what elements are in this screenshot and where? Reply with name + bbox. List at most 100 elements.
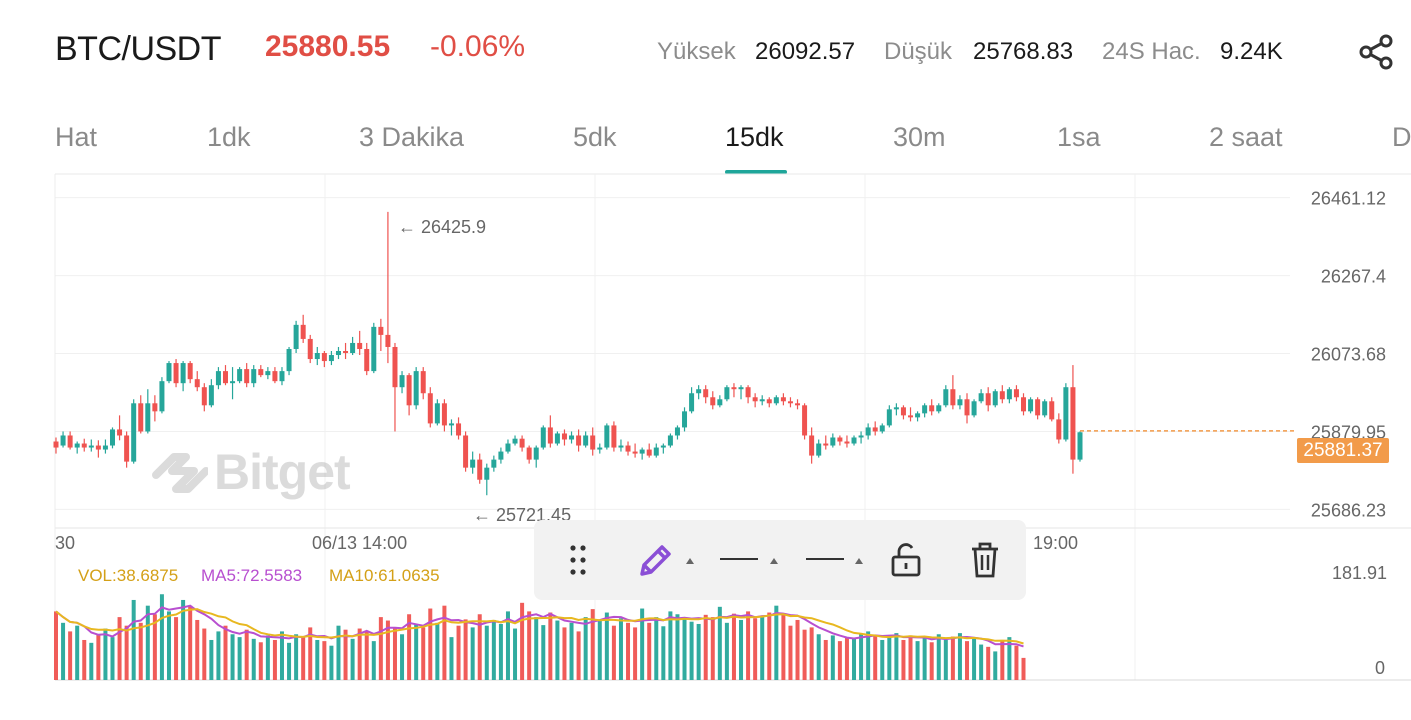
volume-bar (604, 612, 609, 680)
current-price-value: 25881.37 (1303, 440, 1383, 461)
pair-title[interactable]: BTC/USDT (55, 30, 222, 68)
candle-body (533, 447, 539, 460)
candle-body (258, 369, 264, 376)
candle-body (957, 399, 963, 406)
volume-bar (583, 617, 588, 680)
volume-bar (287, 642, 292, 680)
candle-body (300, 324, 306, 339)
line-width-selector[interactable] (720, 558, 758, 560)
volume-bar (216, 631, 221, 680)
candle-body (1077, 432, 1083, 460)
volume-bar (823, 639, 828, 680)
volume-bar (760, 617, 765, 680)
candle-body (689, 393, 695, 412)
current-price-tag[interactable]: 25881.37 (1297, 438, 1389, 463)
volume-bar (548, 612, 553, 680)
candle-body (399, 375, 405, 388)
chart-grid (54, 173, 1411, 681)
tab-2h[interactable]: 2 saat (1209, 122, 1283, 152)
candle-body (456, 423, 462, 436)
volume-bar (181, 599, 186, 680)
volume-bar (830, 635, 835, 680)
candle-body (314, 353, 320, 360)
volume-bar (428, 608, 433, 680)
volume-bar (873, 635, 878, 680)
pencil-dropdown-arrow[interactable] (686, 558, 694, 564)
share-icon[interactable] (1356, 32, 1396, 72)
candle-body (215, 371, 221, 386)
volume-bar (477, 614, 482, 680)
candle-body (653, 447, 659, 456)
tab-30m[interactable]: 30m (893, 122, 946, 152)
line-style-icon[interactable] (806, 558, 844, 560)
candle-body (992, 391, 998, 406)
volume-bar (555, 620, 560, 680)
unlock-icon[interactable] (890, 540, 922, 580)
pencil-icon[interactable] (636, 540, 674, 580)
candle-body (124, 435, 130, 462)
volume-bar (922, 637, 927, 680)
time-label-end: 19:00 (1033, 533, 1078, 553)
line-width-dropdown-arrow[interactable] (770, 558, 778, 564)
candle-body (908, 415, 914, 418)
candle-body (357, 342, 363, 349)
candle-body (547, 427, 553, 444)
candle-body (971, 401, 977, 416)
candle-body (823, 443, 829, 446)
candle-body (886, 409, 892, 426)
volume-bar (315, 639, 320, 680)
volume-bar (400, 634, 405, 680)
volume-bar (491, 619, 496, 680)
bitget-watermark: Bitget (150, 444, 351, 505)
tab-1m[interactable]: 1dk (207, 122, 251, 152)
candle-body (293, 324, 299, 349)
candle-body (611, 425, 617, 448)
volume-bar (972, 637, 977, 680)
candle-body (717, 399, 723, 406)
volume-bar (159, 594, 164, 680)
price-axis: 26461.12 26267.4 26073.68 25879.95 25686.23 (1311, 189, 1386, 521)
tab-3m[interactable]: 3 Dakika (359, 122, 465, 152)
line-style-dropdown-arrow[interactable] (855, 558, 863, 564)
volume-bar (844, 637, 849, 680)
volume-bar (795, 619, 800, 680)
candle-body (999, 391, 1005, 400)
legend-ma10: MA10:61.0635 (329, 566, 440, 585)
volume-bar (414, 623, 419, 680)
volume-bar (668, 611, 673, 680)
tab-5m[interactable]: 5dk (573, 122, 617, 152)
volume-bar (513, 628, 518, 680)
volume-bar (265, 635, 270, 680)
candle-body (279, 371, 285, 382)
volume-axis-max: 181.91 (1332, 563, 1387, 583)
volume-bar (498, 623, 503, 680)
volume-bar (908, 635, 913, 680)
trash-icon[interactable] (970, 540, 1000, 580)
candle-body (922, 405, 928, 414)
candle-body (703, 389, 709, 398)
candle-body (943, 389, 949, 406)
candle-body (237, 369, 243, 382)
volume-bar (633, 627, 638, 680)
tab-15m[interactable]: 15dk (725, 122, 784, 152)
candle-body (802, 405, 808, 436)
tab-line[interactable]: Hat (55, 122, 98, 152)
candle-body (660, 445, 666, 448)
tab-1h[interactable]: 1sa (1057, 122, 1101, 152)
candle-body (915, 413, 921, 418)
candle-body (576, 435, 582, 446)
candle-body (618, 445, 624, 448)
volume-bar (470, 627, 475, 680)
tab-d[interactable]: D (1392, 122, 1411, 152)
drag-handle-icon[interactable] (568, 540, 590, 580)
candle-body (441, 403, 447, 426)
candle-body (498, 451, 504, 460)
volume-bar (626, 622, 631, 680)
candle-body (809, 435, 815, 456)
candle-body (1063, 387, 1069, 440)
volume-bar (809, 627, 814, 680)
candle-body (1013, 389, 1019, 398)
volume-bar (739, 619, 744, 680)
volume-bar (435, 622, 440, 680)
